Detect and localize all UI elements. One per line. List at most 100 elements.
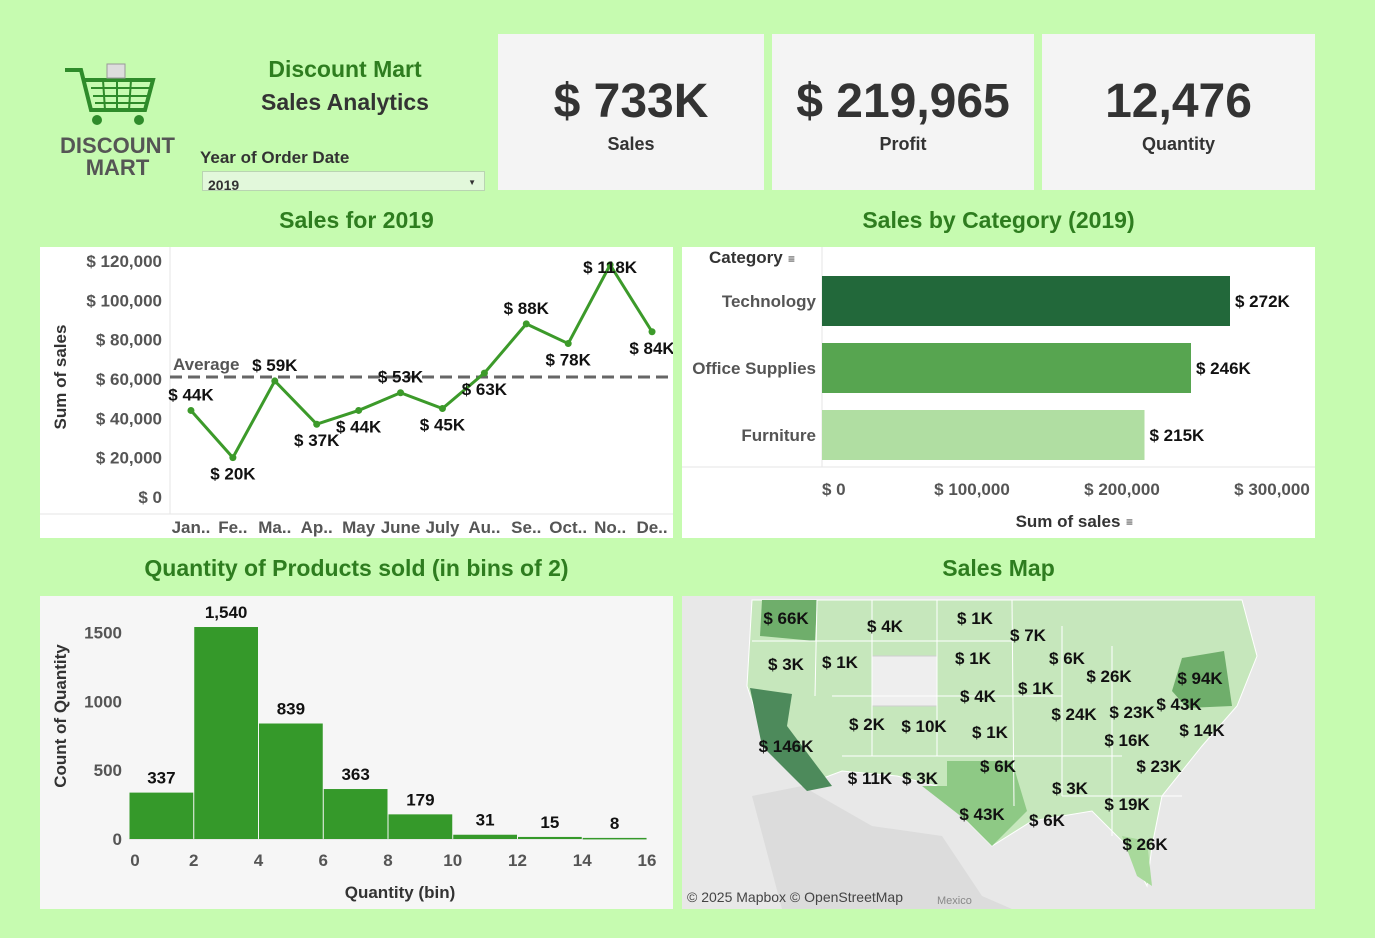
histogram-value-label: 363	[341, 765, 369, 784]
state-california[interactable]	[750, 688, 832, 791]
category-label: Furniture	[741, 426, 816, 445]
histogram-bar[interactable]	[388, 814, 453, 839]
sales-map-title: Sales Map	[942, 555, 1055, 581]
histogram-bar[interactable]	[582, 837, 647, 840]
category-bar-chart[interactable]: Category ≡ Technology $ 272K Office Supplies…	[682, 247, 1315, 538]
histogram-bar[interactable]	[453, 834, 517, 839]
map-state-sales-label: $ 24K	[1051, 705, 1097, 724]
map-state-sales-label: $ 1K	[972, 723, 1009, 742]
x-axis-title: Sum of sales	[1016, 512, 1121, 531]
map-state-sales-label: $ 11K	[848, 769, 893, 788]
category-bar[interactable]	[822, 343, 1191, 393]
y-tick-label: $ 0	[138, 488, 162, 507]
kpi-card-profit: $ 219,965 Profit	[772, 34, 1034, 190]
sales-data-label: $ 53K	[378, 368, 424, 387]
sales-point[interactable]	[271, 377, 279, 385]
year-filter-label: Year of Order Date	[200, 148, 350, 167]
histogram-value-label: 337	[147, 769, 175, 788]
sort-icon[interactable]: ≡	[1126, 515, 1133, 529]
category-header: Category	[709, 248, 783, 267]
kpi-sales-value: $ 733K	[553, 75, 709, 128]
map-state-sales-label: $ 3K	[768, 655, 805, 674]
sales-point[interactable]	[564, 340, 572, 348]
y-axis-title: Sum of sales	[51, 325, 70, 430]
y-tick-label: $ 20,000	[96, 449, 162, 468]
x-tick-label: June	[381, 518, 421, 537]
map-state-sales-label: $ 43K	[959, 805, 1005, 824]
sales-point[interactable]	[313, 420, 321, 428]
map-country-label: Mexico	[937, 895, 972, 907]
state-florida[interactable]	[1122, 836, 1152, 886]
map-state-sales-label: $ 2K	[849, 715, 886, 734]
histogram-bar[interactable]	[259, 723, 323, 839]
histogram-value-label: 31	[476, 811, 495, 830]
sales-map-panel[interactable]: $ 66K $ 4K $ 1K $ 7K $ 3K $ 1K $ 1K $ 6K $ 26K $ …	[682, 596, 1315, 909]
year-filter-dropdown[interactable]: 2019 ▼	[202, 171, 485, 191]
x-tick-label: 16	[638, 851, 657, 870]
state-texas[interactable]	[922, 761, 1027, 846]
sales-point[interactable]	[229, 454, 237, 462]
sales-data-label: $ 20K	[210, 465, 256, 484]
title-line2: Sales Analytics	[261, 89, 429, 115]
logo-text-line2: MART	[85, 155, 150, 180]
title-line1: Discount Mart	[268, 56, 422, 82]
histogram-bar[interactable]	[129, 792, 194, 839]
category-bar[interactable]	[822, 276, 1230, 326]
category-chart-title: Sales by Category (2019)	[862, 207, 1135, 233]
map-state-sales-label: $ 10K	[901, 717, 947, 736]
us-sales-map[interactable]: $ 66K $ 4K $ 1K$ 7K$ 3K $ 1K $ 1K $ 6K$ 26K $ …	[682, 596, 1315, 909]
sales-point[interactable]	[522, 320, 530, 328]
map-state-sales-label: $ 19K	[1104, 795, 1150, 814]
x-tick-label: Jan..	[172, 518, 211, 537]
quantity-histogram-panel: 0 500 1000 1500 Count of Quantity 337 1,540 839…	[40, 596, 673, 909]
x-tick-label: Ma..	[258, 518, 291, 537]
histogram-bar[interactable]	[194, 627, 258, 839]
dashboard-title: Discount Mart Sales Analytics	[230, 56, 460, 116]
map-state-sales-label: $ 14K	[1179, 721, 1225, 740]
x-tick-label: 0	[130, 851, 139, 870]
sales-line-chart[interactable]: $ 0 $ 20,000 $ 40,000 $ 60,000 $ 80,000 $ 100…	[40, 247, 675, 538]
quantity-histogram[interactable]: 0 500 1000 1500 Count of Quantity 337 1,540 839…	[40, 596, 673, 909]
y-tick-label: 1500	[84, 624, 122, 643]
sort-icon[interactable]: ≡	[788, 252, 795, 266]
x-tick-label: May	[342, 518, 376, 537]
year-filter-value: 2019	[208, 177, 240, 191]
x-tick-label: 12	[508, 851, 527, 870]
sales-data-label: $ 37K	[294, 431, 340, 450]
map-state-sales-label: $ 26K	[1086, 667, 1132, 686]
y-axis-title: Count of Quantity	[51, 644, 70, 788]
histogram-value-label: 1,540	[205, 603, 248, 622]
sales-data-label: $ 59K	[252, 356, 298, 375]
sales-point[interactable]	[606, 261, 614, 269]
discount-mart-logo: DISCOUNT MART	[55, 62, 180, 182]
category-bar[interactable]	[822, 410, 1145, 460]
x-tick-label: $ 300,000	[1234, 480, 1310, 499]
sales-point[interactable]	[355, 406, 363, 414]
y-tick-label: 500	[94, 761, 122, 780]
map-state-sales-label: $ 23K	[1136, 757, 1182, 776]
x-tick-label: Oct..	[549, 518, 587, 537]
sales-point[interactable]	[648, 328, 656, 336]
category-bar-chart-panel: Category ≡ Technology $ 272K Office Supplies…	[682, 247, 1315, 538]
sales-point[interactable]	[480, 369, 488, 377]
category-label: Office Supplies	[692, 359, 816, 378]
x-tick-label: Ap..	[301, 518, 333, 537]
x-tick-label: No..	[594, 518, 626, 537]
sales-point[interactable]	[438, 404, 446, 412]
x-axis-title: Quantity (bin)	[345, 883, 455, 902]
histogram-bar[interactable]	[518, 836, 582, 839]
mexico-region	[752, 786, 1012, 909]
map-state-sales-label: $ 1K	[957, 609, 994, 628]
x-tick-label: 8	[383, 851, 392, 870]
sales-point[interactable]	[397, 389, 405, 397]
map-state-sales-label: $ 3K	[902, 769, 939, 788]
state-new-york[interactable]	[1172, 651, 1232, 708]
x-tick-label: Se..	[511, 518, 541, 537]
x-tick-label: July	[425, 518, 460, 537]
histogram-bar[interactable]	[323, 789, 388, 839]
state-washington[interactable]	[760, 600, 817, 641]
category-value-label: $ 246K	[1196, 359, 1252, 378]
logo-text-line1: DISCOUNT	[60, 133, 175, 158]
sales-point[interactable]	[187, 406, 195, 414]
state-wyoming[interactable]	[871, 655, 938, 707]
